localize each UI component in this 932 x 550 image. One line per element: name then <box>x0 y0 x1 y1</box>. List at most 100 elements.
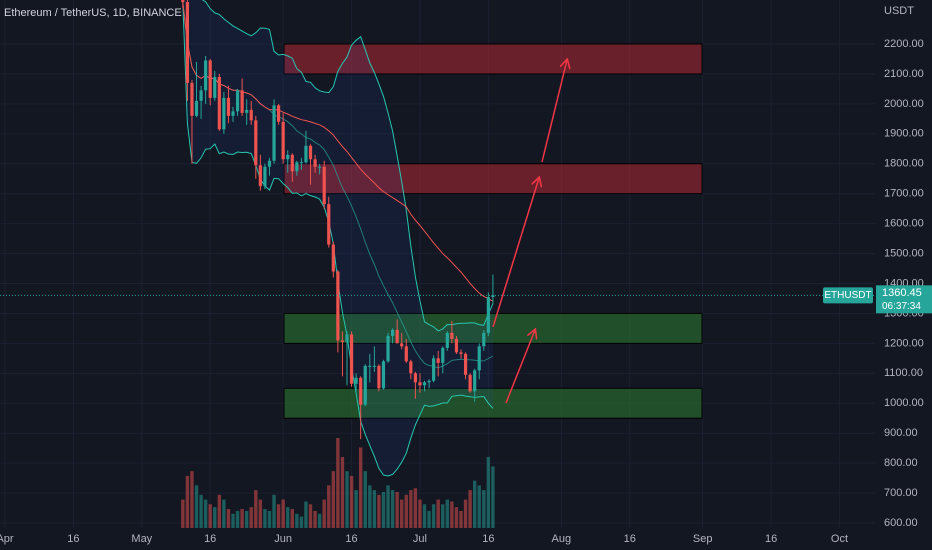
candle-body <box>486 296 490 333</box>
candle-body <box>272 105 276 161</box>
candle-body <box>217 76 221 130</box>
volume-bar <box>454 507 459 528</box>
y-tick-label: 1900.00 <box>884 128 924 140</box>
zones <box>283 43 703 419</box>
candle-body <box>363 365 367 405</box>
volume-bar <box>372 490 377 528</box>
y-tick-label: 800.00 <box>884 457 918 469</box>
candle-body <box>336 271 340 341</box>
volume-bar <box>327 485 331 528</box>
candle-body <box>441 347 445 363</box>
volume-bar <box>349 475 354 528</box>
volume-bar <box>258 499 263 528</box>
candle-body <box>413 373 417 383</box>
volume-bar <box>463 499 468 528</box>
volume-bar <box>304 501 308 528</box>
x-tick-label: Jun <box>274 533 292 545</box>
candle-body <box>404 346 408 362</box>
candle-body <box>322 166 326 205</box>
candle-body <box>313 159 317 167</box>
volume-bar <box>400 499 404 528</box>
indicators <box>182 0 494 477</box>
candle-body <box>482 332 486 347</box>
volume-bar <box>217 494 222 528</box>
candle-body <box>295 162 299 172</box>
x-tick-label: 16 <box>204 533 216 545</box>
x-tick-label: Sep <box>693 533 713 545</box>
volume-bar <box>336 438 340 528</box>
price-label: 1360.45 <box>882 287 922 299</box>
y-tick-label: 2000.00 <box>884 98 924 110</box>
band-fill <box>182 0 493 476</box>
candle-body <box>345 334 349 342</box>
zone <box>283 387 703 419</box>
arrow <box>505 330 535 404</box>
volume-bar <box>272 494 276 528</box>
volume-bar <box>404 494 408 528</box>
candle-body <box>477 346 481 371</box>
candle-body <box>286 154 290 160</box>
candle-body <box>432 358 436 381</box>
candle-body <box>194 100 199 116</box>
candle-body <box>436 358 440 363</box>
volume-bar <box>317 513 322 528</box>
x-tick-label: May <box>131 533 152 545</box>
candle-body <box>400 343 404 347</box>
volume-bar <box>477 485 481 528</box>
candle-body <box>468 374 472 392</box>
volume-bar <box>313 510 317 528</box>
candle-body <box>222 97 226 130</box>
x-tick-label: Apr <box>0 533 14 545</box>
volume-bar <box>322 499 326 528</box>
volume-bar <box>345 471 349 528</box>
candle-body <box>331 244 335 272</box>
candle-body <box>381 361 386 389</box>
volume-bar <box>194 485 199 528</box>
volume-bar <box>281 499 285 528</box>
x-tick-label: 16 <box>624 533 636 545</box>
volume-bar <box>235 510 240 528</box>
volume-bar <box>299 516 304 528</box>
volume-bar <box>450 501 454 528</box>
candle-body <box>463 353 468 375</box>
x-tick-label: 16 <box>765 533 777 545</box>
volume-bar <box>244 510 249 528</box>
candle-body <box>208 60 212 98</box>
y-tick-label: 900.00 <box>884 427 918 439</box>
candle-body <box>258 165 262 187</box>
candle-body <box>377 365 381 389</box>
candle-body <box>267 160 272 167</box>
candle-body <box>299 162 303 164</box>
y-tick-label: 1600.00 <box>884 218 924 230</box>
band-upper <box>182 0 494 332</box>
candle-body <box>409 361 413 374</box>
candle-body <box>181 0 185 3</box>
candle-body <box>263 166 267 187</box>
volume-bar <box>240 509 244 528</box>
candle-body <box>226 97 231 116</box>
volume-bar <box>267 510 272 528</box>
candle-body <box>308 145 313 160</box>
candle-body <box>368 365 372 367</box>
candle-body <box>245 109 249 113</box>
volume-bar <box>377 494 381 528</box>
volume-bar <box>213 507 217 528</box>
candle-body <box>277 105 281 122</box>
x-tick-label: 16 <box>482 533 494 545</box>
candle-body <box>281 121 285 160</box>
zone <box>283 163 703 195</box>
volume-bar <box>482 490 486 528</box>
candle-body <box>359 377 363 405</box>
y-tick-label: 700.00 <box>884 487 918 499</box>
candles <box>181 0 495 440</box>
volume <box>181 438 495 528</box>
x-tick-label: 16 <box>67 533 79 545</box>
volume-bar <box>468 490 472 528</box>
candle-body <box>204 60 208 91</box>
volume-bar <box>308 504 313 528</box>
candle-body <box>240 90 244 113</box>
volume-bar <box>276 504 281 528</box>
volume-bar <box>222 499 226 528</box>
volume-bar <box>340 456 345 528</box>
